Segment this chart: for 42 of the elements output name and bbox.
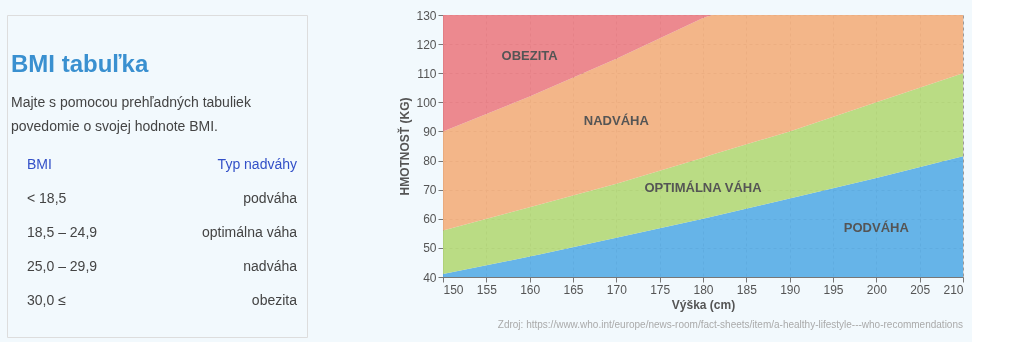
y-tick-label: 90	[423, 124, 437, 139]
text: BMI tabuľka	[11, 50, 149, 77]
x-tick-label: 185	[736, 282, 758, 297]
x-tick-label: 160	[520, 282, 541, 297]
y-tick-label: 60	[423, 212, 437, 227]
series-label: OBEZITA	[501, 47, 559, 63]
y-tick-label: 110	[417, 66, 437, 81]
series-label: NADVÁHA	[583, 113, 650, 129]
x-tick-label: 195	[823, 282, 844, 297]
y-tick-label: 80	[423, 154, 437, 169]
x-axis-title: Výška (cm)	[671, 297, 736, 312]
x-tick-label: 165	[563, 282, 584, 297]
text: 30,0 ≤	[27, 292, 67, 308]
y-tick-label: 40	[423, 270, 437, 285]
text: Majte s pomocou prehľadných tabuliek povedomie o svojej hodnote BMI.	[11, 94, 252, 134]
y-axis-title: HMOTNOSŤ (KG)	[397, 97, 413, 196]
text: BMI	[27, 156, 52, 172]
y-tick-label: 130	[416, 8, 437, 23]
x-tick-label: 170	[606, 282, 628, 297]
text: 25,0 – 29,9	[27, 258, 98, 274]
text: obezita	[251, 292, 298, 308]
text: nadváha	[243, 258, 298, 274]
series-label: PODVÁHA	[843, 219, 910, 235]
text: optimálna váha	[202, 224, 298, 240]
y-tick-label: 70	[423, 183, 437, 198]
x-tick-label: 175	[650, 282, 671, 297]
x-tick-label: 190	[780, 282, 801, 297]
text: podváha	[243, 190, 298, 206]
y-tick-label: 50	[423, 241, 437, 256]
x-tick-label: 210	[943, 282, 964, 297]
x-tick-label: 200	[866, 282, 888, 297]
x-tick-label: 205	[910, 282, 931, 297]
text: Zdroj: https://www.who.int/europe/news-room/fact-sheets/item/a-healthy-lifestyle---who-recommendations	[497, 319, 963, 330]
text: 18,5 – 24,9	[27, 224, 98, 240]
x-tick-label: 155	[476, 282, 498, 297]
text: Typ nadváhy	[217, 156, 297, 172]
x-tick-label: 150	[443, 282, 464, 297]
y-tick-label: 120	[416, 37, 437, 52]
series-label: OPTIMÁLNA VÁHA	[644, 180, 763, 196]
x-tick-label: 180	[693, 282, 714, 297]
text: < 18,5	[27, 190, 67, 206]
y-tick-label: 100	[416, 95, 437, 110]
